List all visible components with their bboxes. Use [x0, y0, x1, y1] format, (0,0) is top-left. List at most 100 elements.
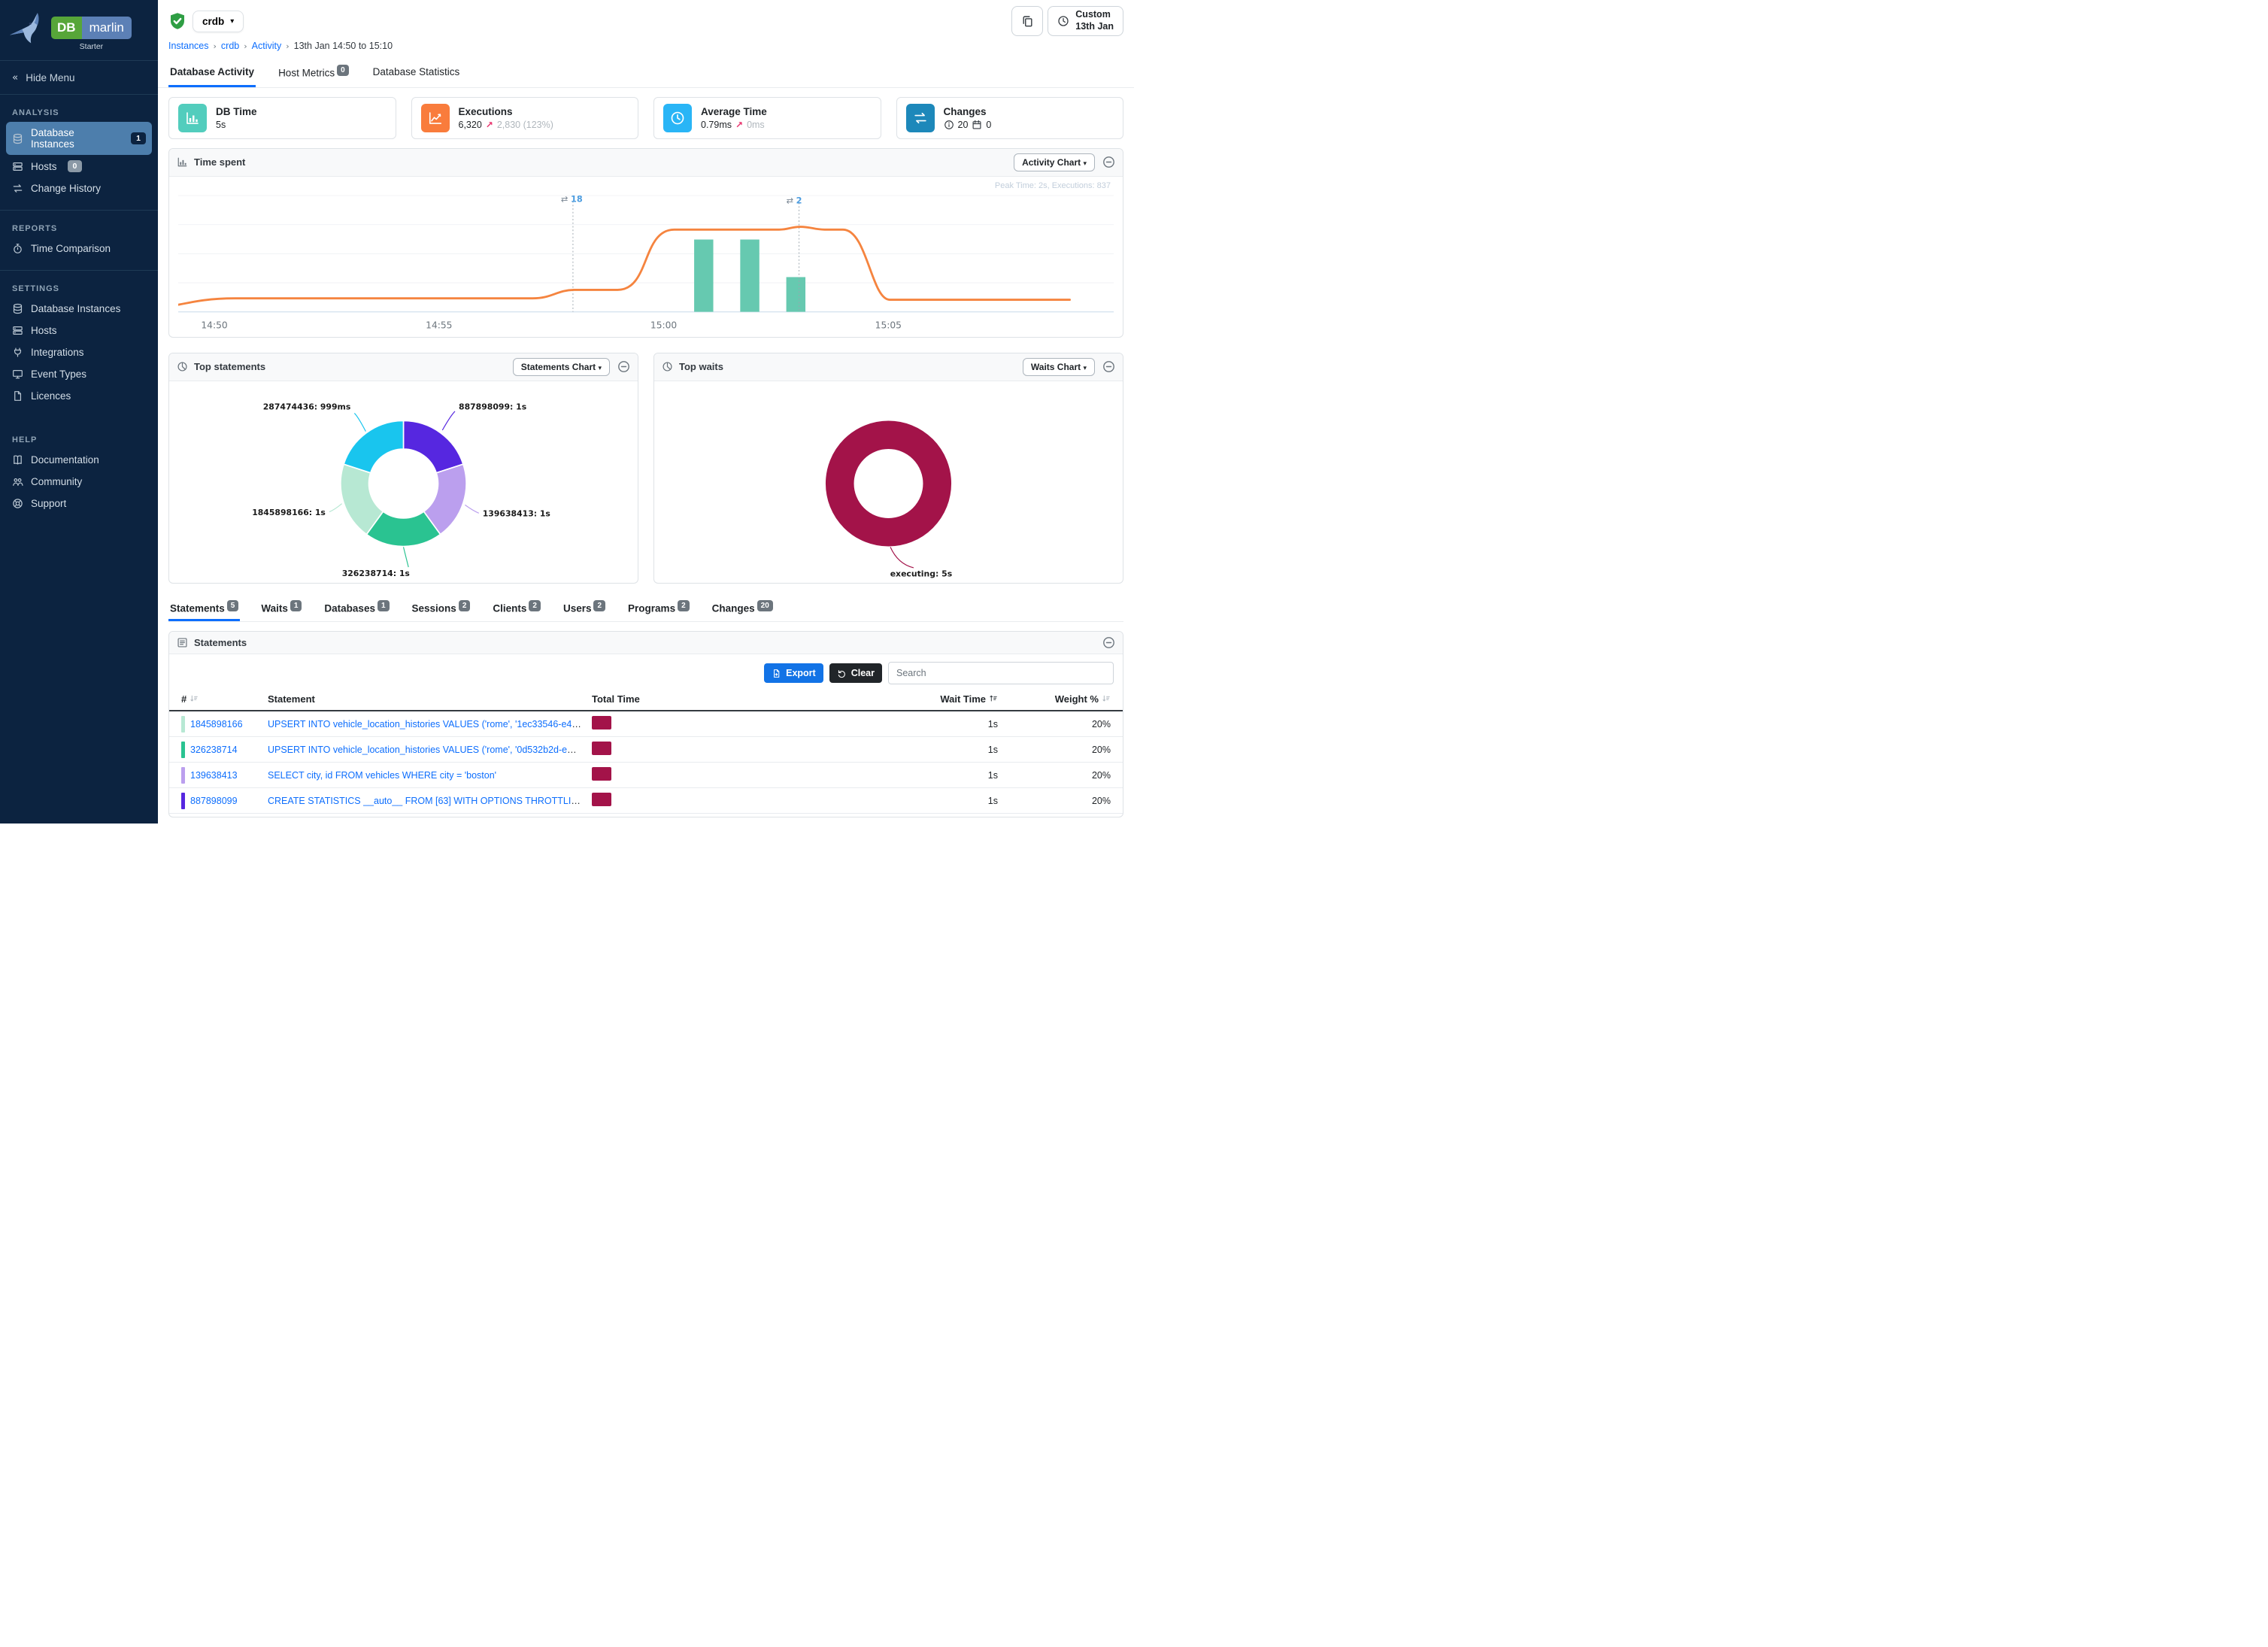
executions-bar [786, 276, 806, 312]
sidebar-item-event-types[interactable]: Event Types [0, 363, 158, 385]
tab-database-statistics[interactable]: Database Statistics [372, 66, 460, 77]
tab-clients[interactable]: Clients 2 [491, 596, 542, 622]
tab-database-activity[interactable]: Database Activity [168, 59, 256, 87]
change-marker-label[interactable]: ⇄ 18 [561, 194, 583, 204]
copy-link-button[interactable] [1011, 6, 1044, 36]
tab-statements[interactable]: Statements 5 [168, 596, 241, 621]
card-db-time: DB Time 5s [168, 96, 396, 139]
card-title: DB Time [216, 105, 257, 117]
top-statements-chart[interactable]: 887898099: 1s 139638413: 1s 326238714: 1… [169, 381, 638, 583]
tab-waits[interactable]: Waits 1 [259, 596, 303, 622]
sidebar-item-support[interactable]: Support [0, 493, 158, 514]
table-row: 287474436 UPSERT INTO vehicle_location_h… [169, 814, 1123, 817]
sidebar-item-hosts[interactable]: Hosts 0 [0, 155, 158, 177]
wait-time-value: 1s [987, 744, 998, 755]
database-icon [13, 303, 23, 314]
column-header-total-time[interactable]: Total Time [592, 693, 640, 705]
breadcrumb: Instances › crdb › Activity › 13th Jan 14:50 t… [168, 41, 393, 51]
tab-badge: 1 [377, 599, 390, 611]
change-marker-label[interactable]: ⇄ 2 [787, 196, 802, 205]
instance-selector[interactable]: crdb ▾ [193, 10, 244, 32]
card-changes: Changes 20 0 [896, 96, 1123, 139]
tab-programs[interactable]: Programs 2 [626, 596, 691, 622]
donut-slice[interactable] [402, 420, 464, 474]
section-label: ANALYSIS [12, 108, 59, 117]
wait-time-value: 1s [987, 769, 998, 781]
donut-label: executing: 5s [890, 569, 952, 578]
leader-line [890, 546, 914, 569]
column-header-id[interactable]: # [181, 693, 268, 705]
collapse-panel-icon[interactable] [1102, 360, 1115, 373]
donut-label: 887898099: 1s [459, 402, 526, 411]
database-icon [13, 133, 23, 144]
statement-link[interactable]: UPSERT INTO vehicle_location_histories V… [268, 744, 592, 755]
search-input[interactable] [888, 662, 1114, 684]
top-waits-chart[interactable]: executing: 5s [654, 381, 1123, 583]
server-icon [13, 326, 23, 335]
statement-link[interactable]: UPSERT INTO vehicle_location_histories V… [268, 718, 592, 729]
tab-host-metrics[interactable]: Host Metrics 0 [277, 59, 350, 87]
tab-sessions[interactable]: Sessions 2 [411, 596, 472, 622]
statement-color-chip [181, 715, 185, 733]
tab-changes[interactable]: Changes 20 [711, 596, 775, 622]
statement-link[interactable]: CREATE STATISTICS __auto__ FROM [63] WIT… [268, 795, 592, 806]
sidebar-item-change-history[interactable]: Change History [0, 177, 158, 199]
activity-chart-selector[interactable]: Activity Chart ▾ [1014, 153, 1095, 171]
tab-users[interactable]: Users 2 [562, 596, 607, 622]
info-icon[interactable] [944, 120, 954, 130]
breadcrumb-instances[interactable]: Instances [168, 41, 209, 51]
sidebar-item-community[interactable]: Community [0, 471, 158, 493]
collapse-panel-icon[interactable] [1102, 636, 1115, 649]
sidebar-item-licences[interactable]: Licences [0, 385, 158, 407]
donut-ring[interactable] [825, 420, 952, 547]
executions-bar [740, 239, 760, 312]
waits-chart-selector[interactable]: Waits Chart ▾ [1022, 357, 1095, 376]
sidebar-item-settings-hosts[interactable]: Hosts [0, 320, 158, 341]
statement-id-link[interactable]: 139638413 [190, 769, 238, 781]
statements-chart-selector[interactable]: Statements Chart ▾ [512, 357, 610, 376]
statement-id-link[interactable]: 326238714 [190, 744, 238, 755]
book-icon [14, 455, 22, 465]
sidebar-item-documentation[interactable]: Documentation [0, 449, 158, 471]
time-spent-chart[interactable]: Peak Time: 2s, Executions: 837 ⇄ 18 ⇄ 2 … [169, 177, 1123, 337]
sidebar-item-time-comparison[interactable]: Time Comparison [0, 238, 158, 259]
breadcrumb-activity[interactable]: Activity [251, 41, 282, 51]
total-time-bar [592, 767, 611, 781]
time-range-button[interactable]: Custom 13th Jan [1048, 6, 1123, 36]
column-header-statement[interactable]: Statement [268, 693, 315, 705]
metric-cards: DB Time 5s Executions 6,320 ↗ 2,830 (123… [168, 96, 1123, 139]
waits-donut-svg: executing: 5s [825, 420, 952, 578]
statement-link[interactable]: SELECT city, id FROM vehicles WHERE city… [268, 769, 497, 781]
sidebar-section-settings: SETTINGS Database Instances Hosts Integr… [0, 271, 158, 411]
clock-icon [663, 103, 692, 132]
export-button[interactable]: Export [764, 663, 823, 683]
donut-slice[interactable] [343, 420, 405, 474]
sidebar-item-settings-database-instances[interactable]: Database Instances [0, 298, 158, 320]
time-spent-panel: Time spent Activity Chart ▾ Peak Time: 2… [168, 147, 1123, 338]
screen-icon [13, 370, 23, 379]
collapse-panel-icon[interactable] [617, 360, 630, 373]
statement-color-chip [181, 766, 185, 784]
sidebar-item-integrations[interactable]: Integrations [0, 341, 158, 363]
statement-id-link[interactable]: 887898099 [190, 795, 238, 806]
column-header-weight[interactable]: Weight % [998, 693, 1111, 705]
sidebar-item-database-instances[interactable]: Database Instances 1 [6, 122, 152, 155]
x-tick: 14:55 [426, 320, 452, 330]
column-header-wait-time[interactable]: Wait Time [814, 693, 998, 705]
collapse-panel-icon[interactable] [1102, 156, 1115, 168]
server-icon [13, 162, 23, 171]
table-row: 139638413 SELECT city, id FROM vehicles … [169, 763, 1123, 788]
leader-line [353, 412, 366, 432]
statement-id-link[interactable]: 1845898166 [190, 718, 243, 729]
breadcrumb-crdb[interactable]: crdb [220, 41, 240, 51]
hide-menu-button[interactable]: « Hide Menu [0, 61, 158, 95]
tab-badge: 2 [678, 599, 690, 611]
weight-value: 20% [1091, 718, 1111, 729]
tab-badge: 2 [593, 599, 606, 611]
clear-button[interactable]: Clear [829, 663, 882, 683]
sidebar-section-help: HELP Documentation Community Support [0, 422, 158, 519]
x-tick: 14:50 [201, 320, 227, 330]
tab-databases[interactable]: Databases 1 [323, 596, 390, 622]
page-tabs: Database Activity Host Metrics 0 Database… [158, 59, 1134, 88]
calendar-icon [972, 120, 981, 129]
